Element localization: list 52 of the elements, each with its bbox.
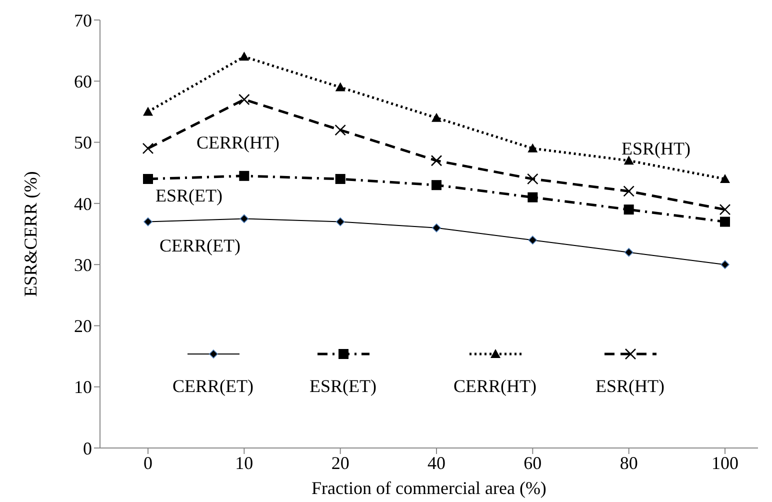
point [335, 174, 346, 184]
point [432, 223, 441, 232]
point [528, 143, 538, 152]
point [719, 204, 731, 216]
y-tick-label: 40 [74, 194, 92, 214]
point [336, 217, 345, 226]
x-tick-label: 40 [428, 452, 446, 473]
y-tick-label: 10 [74, 377, 92, 398]
annotation: ESR(HT) [622, 138, 690, 160]
point [528, 236, 538, 245]
annotation: CERR(HT) [196, 132, 280, 154]
point [238, 94, 250, 106]
annotation: ESR(ET) [156, 186, 222, 206]
point [720, 260, 730, 269]
x-axis-title: Fraction of commercial area (%) [312, 478, 546, 498]
y-tick-label: 60 [74, 72, 92, 92]
x-tick-label: 20 [331, 452, 350, 473]
point [623, 186, 634, 197]
point [240, 214, 249, 224]
point [720, 174, 730, 183]
point [143, 174, 153, 184]
x-tick-label: 60 [524, 452, 542, 473]
point [527, 173, 538, 185]
point [432, 180, 442, 190]
point [335, 82, 346, 92]
y-tick-label: 20 [74, 316, 92, 336]
point [142, 142, 154, 154]
point [144, 217, 152, 226]
y-axis-title: ESR&CERR (%) [20, 171, 40, 297]
point [334, 124, 346, 136]
legend-label: CERR(ET) [172, 376, 254, 397]
x-tick-label: 0 [144, 452, 152, 473]
legend-label: ESR(HT) [596, 376, 664, 397]
y-tick-label: 0 [83, 438, 92, 458]
point [239, 170, 250, 181]
x-tick-label: 80 [620, 452, 638, 473]
point [239, 52, 250, 61]
point [432, 112, 442, 122]
point [720, 216, 730, 227]
point [528, 192, 538, 202]
y-tick-label: 70 [74, 10, 92, 30]
point [143, 106, 153, 116]
point [624, 204, 634, 215]
y-tick-label: 30 [74, 254, 92, 275]
y-tick-label: 50 [74, 132, 92, 153]
legend-label: CERR(HT) [454, 376, 536, 397]
x-tick-label: 10 [235, 452, 254, 473]
point [430, 154, 442, 166]
x-tick-label: 100 [712, 452, 738, 473]
point [624, 248, 634, 257]
annotation: CERR(ET) [160, 236, 240, 256]
legend-label: ESR(ET) [310, 376, 376, 397]
